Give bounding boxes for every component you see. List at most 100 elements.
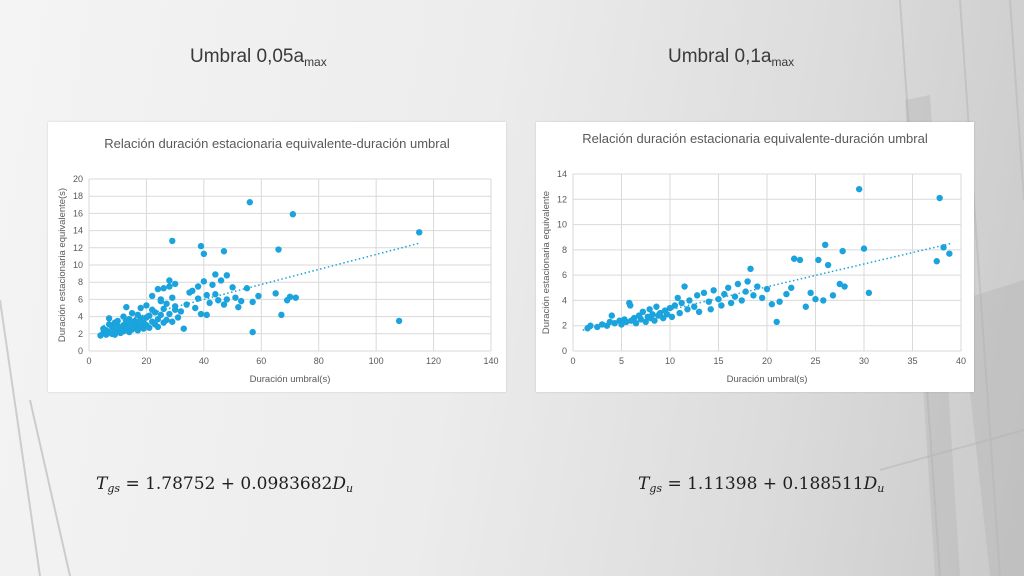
data-point [627,302,634,309]
data-point [278,311,285,319]
x-tick-label: 40 [199,356,209,366]
data-point [163,300,170,307]
x-tick-label: 140 [483,356,498,366]
data-point [197,242,205,250]
data-point [738,297,745,304]
y-tick-label: 8 [78,277,83,287]
data-point [220,248,228,255]
x-tick-label: 40 [956,356,966,366]
data-point [272,290,279,297]
data-point [700,289,708,297]
data-point [157,311,164,319]
formula-right-lhs-sub: gs [649,482,663,495]
y-tick-label: 12 [73,243,83,253]
data-point [788,284,795,291]
data-point [229,284,236,291]
data-point [163,316,170,324]
data-point [676,309,683,317]
data-point [618,321,625,328]
chart-panel-left: Relación duración estacionaria equivalen… [48,122,506,392]
scatter-chart-right: 0 2 4 6 8 10 12 14 0 5 10 15 20 25 30 35 40 Duración umbr… [541,169,966,385]
trendline [582,242,952,331]
y-tick-label: 12 [557,194,567,204]
data-point [936,194,943,202]
data-point [829,292,837,299]
data-point [790,255,798,262]
data-point [860,245,868,252]
data-point [731,293,739,300]
y-axis-label: Duración estacionaria equivalente [541,191,552,334]
heading-right: Umbral 0,1amax [668,46,794,69]
data-point [594,323,601,331]
data-point [126,315,133,323]
data-point [824,261,832,269]
data-point [587,322,594,329]
data-point [292,294,299,301]
x-tick-label: 0 [570,356,575,366]
x-tick-label: 120 [426,356,441,366]
data-point [174,314,182,321]
data-point [111,331,119,338]
data-point [200,250,208,258]
data-point [223,296,231,303]
formula-right-rhs: = 1.11398 + 0.188511 [667,474,864,494]
data-point [177,308,185,315]
data-point [192,304,199,312]
data-point [249,328,256,336]
data-point [684,306,691,313]
x-tick-label: 25 [810,356,820,366]
y-tick-label: 4 [78,312,83,322]
data-point [637,316,645,323]
x-tick-label: 60 [256,356,266,366]
chart-panel-right: Relación duración estacionaria equivalen… [536,122,974,392]
data-point [822,241,829,248]
formula-right-var-sub: u [877,482,885,495]
data-point [606,318,614,326]
data-point [754,283,761,290]
data-point [180,325,187,332]
y-tick-label: 10 [557,220,567,230]
data-point [802,303,809,310]
data-point [171,280,179,288]
formula-left-rhs: = 1.78752 + 0.0983682 [125,474,333,494]
y-tick-label: 16 [73,208,83,218]
x-tick-label: 0 [86,356,91,366]
x-tick-label: 30 [859,356,869,366]
data-point [416,229,423,236]
heading-right-main: Umbral 0,1a [668,46,772,67]
trendline [103,242,420,327]
x-tick-label: 15 [713,356,723,366]
data-point [166,283,173,290]
formula-left-lhs-sub: gs [107,482,121,495]
data-point [653,303,660,310]
data-point [212,291,219,298]
data-point [154,285,162,293]
data-point [206,299,213,307]
data-point [678,299,685,307]
data-point [768,301,776,308]
data-point [220,301,228,308]
formula-left-var: D [332,474,347,494]
data-point [200,278,208,285]
data-point [742,288,749,295]
data-point [820,297,827,304]
data-point [776,298,783,305]
x-axis-label: Duración umbral(s) [727,374,808,385]
data-point [183,301,190,308]
y-tick-label: 0 [78,346,83,356]
data-point [651,317,658,324]
heading-left: Umbral 0,05amax [190,46,327,69]
formula-left-lhs: T [96,474,108,494]
data-point [763,285,771,293]
y-tick-label: 20 [73,174,83,184]
data-point [681,283,688,290]
data-point [718,302,725,309]
y-tick-label: 14 [557,169,567,179]
data-point [217,277,225,284]
data-point [812,295,819,303]
data-point [747,265,754,273]
y-axis-label: Duración estacionaria equivalente(s) [57,188,68,342]
heading-right-sub: max [771,55,795,69]
data-point [671,302,679,309]
data-point [169,294,176,301]
